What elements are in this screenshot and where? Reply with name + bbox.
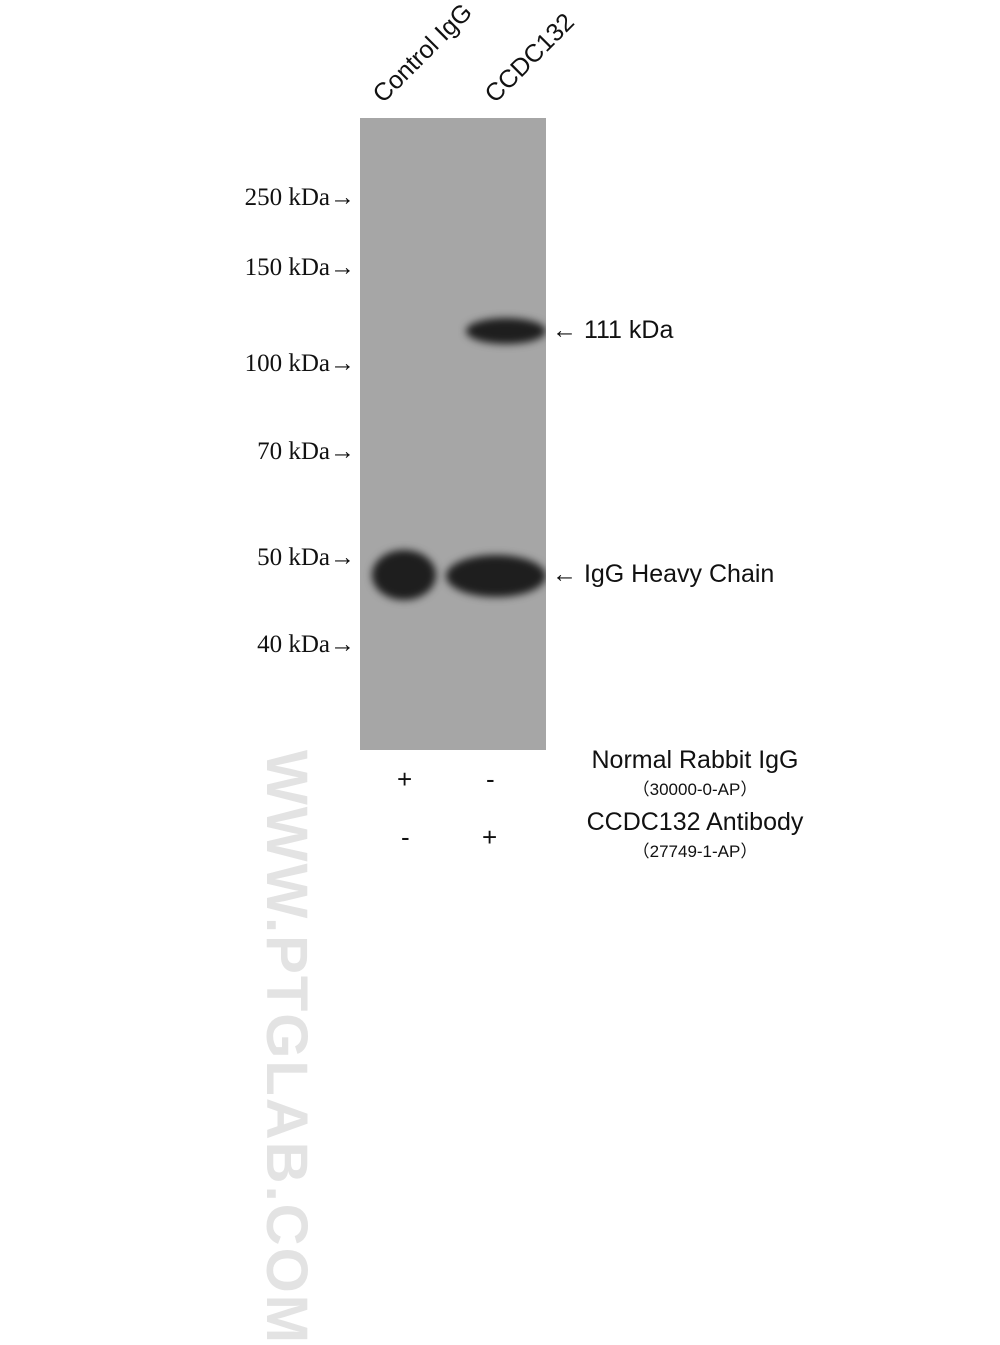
sign-r1-lane1: +: [397, 764, 413, 794]
watermark: WWW.PTGLAB.COM: [254, 750, 319, 1345]
marker-250: 250 kDa→: [244, 184, 355, 211]
band-igg-lane2: [446, 555, 546, 597]
reagent-catalog: （30000-0-AP）: [632, 780, 758, 799]
marker-40: 40 kDa→: [257, 631, 355, 658]
sign-r2-lane2: +: [482, 822, 498, 852]
blot-membrane: [360, 118, 546, 750]
reagent-catalog: （27749-1-AP）: [632, 842, 758, 861]
sign-r2-lane1: -: [401, 822, 410, 852]
marker-100: 100 kDa→: [244, 350, 355, 377]
band-111kda-lane2: [466, 318, 546, 344]
marker-70: 70 kDa→: [257, 438, 355, 465]
reagent-name: CCDC132 Antibody: [586, 808, 804, 836]
marker-50: 50 kDa→: [257, 544, 355, 571]
lane-label-ccdc132: CCDC132: [479, 7, 580, 109]
annotation-igg-heavy-chain: ← IgG Heavy Chain: [552, 560, 775, 588]
reagent-name: Normal Rabbit IgG: [591, 746, 799, 774]
band-igg-lane1: [372, 550, 436, 600]
annotation-111kda: ← 111 kDa: [552, 316, 674, 344]
lane-label-control-igg: Control IgG: [367, 0, 478, 109]
sign-r1-lane2: -: [486, 764, 495, 794]
reagent-normal-rabbit-igg: Normal Rabbit IgG （30000-0-AP）: [555, 746, 835, 800]
marker-150: 150 kDa→: [244, 254, 355, 281]
reagent-ccdc132-antibody: CCDC132 Antibody （27749-1-AP）: [555, 808, 835, 862]
